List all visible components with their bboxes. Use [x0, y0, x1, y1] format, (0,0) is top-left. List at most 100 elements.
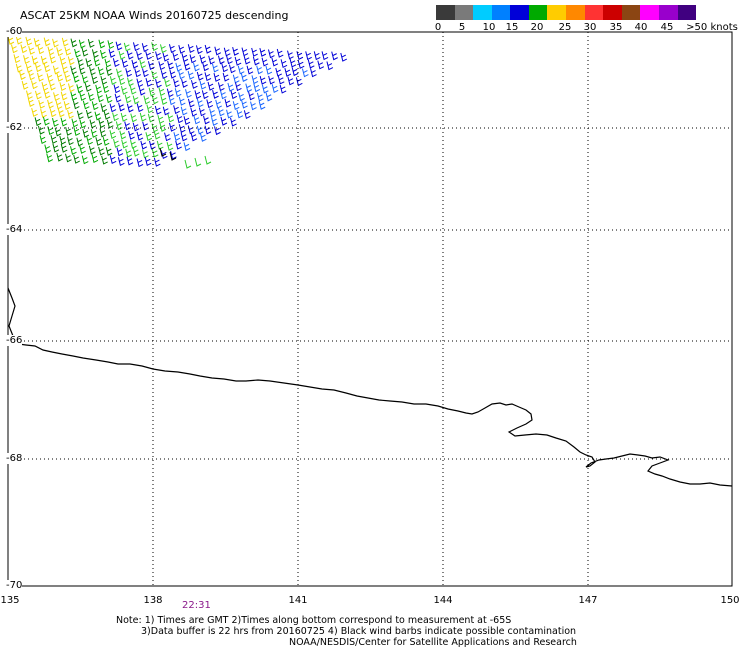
wind-barb [148, 140, 156, 150]
wind-barb [67, 136, 74, 146]
wind-barb [35, 90, 42, 100]
wind-barb [33, 37, 41, 47]
wind-barb [313, 51, 321, 61]
wind-barb [296, 51, 304, 60]
wind-barb [175, 140, 182, 150]
wind-barb [112, 112, 119, 122]
longitude-tick-label: 141 [288, 595, 308, 606]
wind-barb [228, 64, 236, 74]
wind-barb [169, 151, 177, 161]
wind-barb [220, 116, 228, 126]
wind-barb [209, 108, 216, 118]
wind-barb [243, 110, 251, 120]
latitude-tick-label: -68 [6, 453, 23, 464]
wind-barb [89, 66, 96, 76]
wind-barb [98, 39, 106, 49]
wind-barb [112, 58, 120, 68]
wind-barb [132, 122, 140, 132]
latitude-tick-label: -64 [6, 224, 23, 235]
wind-barb [160, 150, 168, 160]
wind-barb [109, 76, 117, 85]
wind-barb [168, 44, 176, 54]
wind-barb [42, 116, 50, 126]
wind-barb [199, 80, 207, 90]
wind-barb [185, 89, 192, 98]
wind-barb [147, 61, 155, 70]
note-line-2: 3)Data buffer is 22 hrs from 20160725 4)… [141, 626, 577, 637]
wind-barb [114, 93, 122, 103]
wind-barb [70, 91, 78, 101]
wind-barb [251, 75, 259, 85]
wind-speed-scale-labels: 0 5 10 15 20 25 30 35 40 45 >50 knots [0, 22, 740, 36]
wind-barb [98, 146, 105, 156]
wind-barb [54, 127, 62, 137]
wind-barb [256, 65, 263, 75]
wind-barb [317, 60, 325, 70]
wind-barb [105, 94, 113, 104]
wind-barb [187, 70, 195, 80]
wind-barb [115, 41, 123, 51]
wind-barb [15, 35, 23, 45]
wind-barb [76, 110, 84, 120]
wind-barb [258, 101, 266, 110]
scale-swatch [640, 5, 659, 20]
wind-barb [118, 76, 126, 86]
wind-barb [184, 159, 192, 169]
latitude-tick-label: -70 [6, 580, 23, 591]
wind-barb [243, 55, 251, 65]
wind-barb [166, 141, 174, 151]
scale-swatch [473, 5, 492, 20]
wind-barb [123, 42, 131, 52]
wind-barb [82, 100, 90, 110]
scale-swatch [677, 5, 697, 20]
wind-barb [214, 46, 222, 56]
coastline [7, 287, 733, 487]
wind-barb [198, 107, 206, 117]
wind-barb [130, 139, 137, 149]
wind-barb [173, 132, 181, 141]
wind-barb [49, 81, 56, 91]
wind-barbs [7, 35, 348, 169]
wind-barb [261, 57, 269, 67]
wind-barb [89, 119, 97, 129]
wind-barb [61, 64, 69, 74]
scale-swatch [547, 5, 567, 20]
wind-barb [267, 49, 275, 59]
wind-barb [46, 73, 54, 83]
wind-barb [234, 82, 242, 92]
wind-barb [81, 47, 89, 57]
wind-barb [126, 156, 134, 166]
wind-barb [214, 126, 221, 136]
wind-barb [34, 117, 42, 127]
wind-barb [70, 146, 77, 155]
wind-barb [259, 75, 267, 85]
wind-barb [181, 78, 188, 88]
wind-barb [57, 108, 65, 118]
wind-barb [222, 72, 230, 82]
wind-barb [56, 72, 64, 82]
wind-barb [268, 75, 275, 85]
wind-barb [46, 153, 53, 163]
wind-barb [91, 75, 99, 84]
wind-barb [121, 139, 128, 149]
wind-barb [126, 103, 134, 113]
wind-barb [31, 55, 39, 65]
wind-barb [160, 70, 168, 80]
wind-barb [158, 87, 166, 97]
wind-barb [291, 67, 299, 77]
wind-barb [199, 54, 207, 64]
wind-barb [196, 98, 204, 108]
wind-barb [129, 85, 137, 95]
wind-barb [101, 155, 108, 165]
wind-barb [169, 122, 176, 132]
wind-barb [26, 90, 33, 100]
wind-barb [104, 58, 112, 68]
wind-barb [28, 71, 35, 81]
wind-barb [232, 47, 239, 56]
wind-barb [178, 96, 186, 106]
wind-barb [167, 113, 175, 123]
wind-barb [139, 112, 147, 122]
wind-barb [109, 103, 117, 113]
wind-barb [194, 157, 202, 167]
wind-barb [203, 115, 210, 125]
